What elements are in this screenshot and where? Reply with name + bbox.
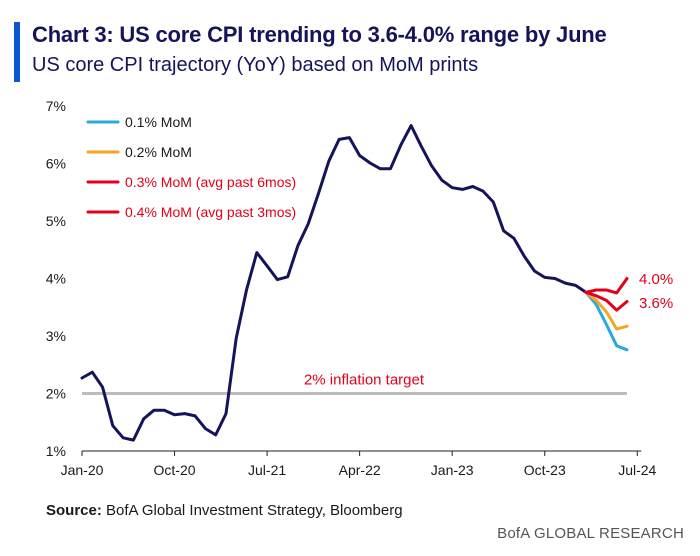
source-label: Source: [46,502,102,519]
brand-footer: BofA GLOBAL RESEARCH [497,525,684,542]
projection-series-line-1 [584,290,629,352]
source-text: BofA Global Investment Strategy, Bloombe… [106,502,403,519]
legend-label: 0.4% MoM (avg past 3mos) [125,204,296,220]
legend-label: 0.2% MoM [125,144,192,160]
legend-label: 0.1% MoM [125,114,192,130]
x-tick-label: Oct-23 [524,462,566,478]
end-label-low: 3.6% [639,295,673,312]
y-tick-label: 1% [46,443,66,459]
title-accent-bar [14,22,20,82]
x-tick-label: Jul-21 [248,462,286,478]
y-tick-label: 4% [46,271,66,287]
projection-series-line-2 [584,290,629,331]
end-label-high: 4.0% [639,271,673,288]
y-tick-label: 6% [46,156,66,172]
x-tick-label: Apr-22 [339,462,381,478]
x-tick-label: Jan-23 [431,462,474,478]
chart-subtitle: US core CPI trajectory (YoY) based on Mo… [32,54,479,76]
chart-title: Chart 3: US core CPI trending to 3.6-4.0… [32,22,607,47]
target-label: 2% inflation target [304,372,425,389]
y-tick-label: 5% [46,213,66,229]
y-tick-label: 3% [46,328,66,344]
x-tick-label: Jul-24 [618,462,656,478]
x-tick-label: Jan-20 [61,462,104,478]
legend-label: 0.3% MoM (avg past 6mos) [125,174,296,190]
x-tick-label: Oct-20 [154,462,196,478]
projection-series-line-3 [584,290,629,312]
core-cpi-series-line [80,124,588,442]
projection-series-line-4 [584,277,629,295]
y-tick-label: 7% [46,98,66,114]
source-note: Source: BofA Global Investment Strategy,… [46,502,403,519]
y-tick-label: 2% [46,386,66,402]
